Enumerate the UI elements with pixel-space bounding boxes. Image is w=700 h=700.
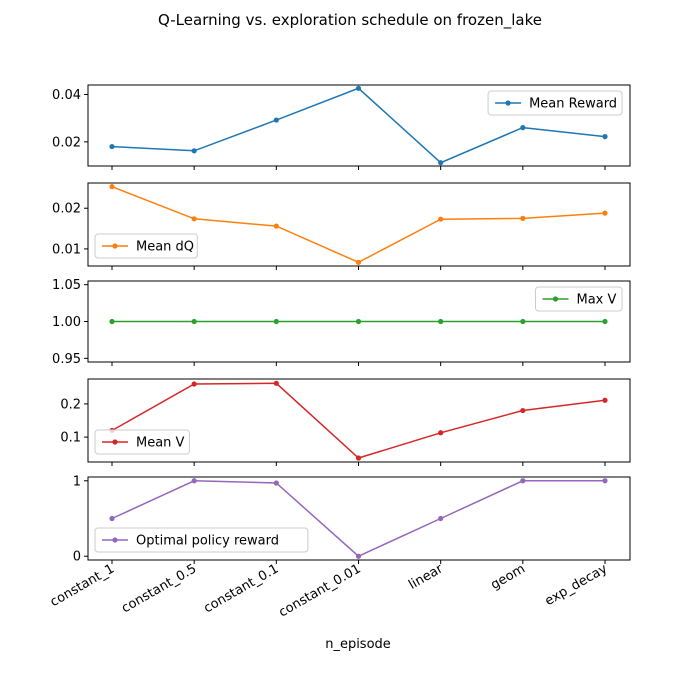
legend-label: Mean Reward <box>529 97 617 112</box>
data-point <box>602 478 608 484</box>
legend-label: Max V <box>577 293 617 308</box>
data-point <box>520 215 526 221</box>
legend-marker <box>112 439 118 445</box>
legend-box <box>487 90 623 116</box>
data-point <box>109 143 115 150</box>
data-point <box>520 407 526 414</box>
x-tick-label: constant_0.01 <box>276 561 363 620</box>
subplots: 0.02 0.04 Mean Reward 0.01 0.02 Mean dQ 0.95 1.… <box>52 84 631 565</box>
data-point <box>273 117 279 123</box>
data-point <box>355 318 362 325</box>
data-point <box>520 125 526 131</box>
y-tick-label: 0.01 <box>52 242 81 257</box>
x-tick-label: constant_1 <box>48 561 117 610</box>
subplot-3: 0.95 1.00 1.05 Max V <box>52 278 631 367</box>
legend-marker <box>505 100 511 106</box>
legend: Mean dQ <box>94 233 198 259</box>
data-point <box>602 397 608 403</box>
y-tick-label: 0.02 <box>52 202 81 217</box>
legend-box <box>94 233 198 259</box>
legend-label: Mean dQ <box>136 240 194 255</box>
legend: Optimal policy reward <box>94 527 309 553</box>
data-point <box>602 134 608 140</box>
subplot-1: 0.02 0.04 Mean Reward <box>52 84 631 170</box>
x-tick-label: geom <box>488 561 527 592</box>
data-point <box>273 318 279 325</box>
y-tick-label: 1.05 <box>52 278 81 293</box>
data-point <box>191 148 197 154</box>
data-point <box>191 318 197 325</box>
y-tick-label: 0.1 <box>60 431 81 446</box>
data-point <box>520 478 526 484</box>
data-point <box>109 515 115 522</box>
data-point <box>273 480 279 486</box>
x-axis-label: n_episode <box>325 637 391 652</box>
legend-box <box>535 286 623 312</box>
data-point <box>602 210 608 216</box>
legend-marker <box>112 243 118 249</box>
legend-label: Mean V <box>136 436 185 451</box>
data-point <box>273 380 279 386</box>
legend-label: Optimal policy reward <box>136 534 279 549</box>
x-tick-labels: constant_1 constant_0.5 constant_0.1consta… <box>48 561 611 620</box>
x-tick-label: exp_decay <box>543 561 611 609</box>
y-tick-label: 0 <box>73 550 81 565</box>
y-tick-label: 0.04 <box>52 88 81 103</box>
x-tick-label: linear <box>406 561 446 593</box>
legend: Mean V <box>94 429 190 455</box>
x-tick-label: constant_0.5 <box>119 561 199 616</box>
x-tick-label: constant_0.1 <box>201 561 281 616</box>
legend: Max V <box>535 286 623 312</box>
data-point <box>355 85 362 91</box>
legend: Mean Reward <box>487 90 623 116</box>
data-point <box>355 455 362 461</box>
subplot-2: 0.01 0.02 Mean dQ <box>52 182 631 270</box>
legend-box <box>94 527 309 553</box>
y-tick-label: 1.00 <box>52 315 81 330</box>
data-point <box>109 184 115 190</box>
data-point <box>191 478 197 484</box>
data-point <box>602 318 608 325</box>
data-point <box>520 318 526 325</box>
legend-marker <box>112 537 118 543</box>
subplot-4: 0.1 0.2 Mean V <box>60 378 631 466</box>
data-point <box>438 160 444 166</box>
subplot-5: 0 1 Optimal policy reward <box>73 474 631 565</box>
y-tick-label: 0.2 <box>60 397 81 412</box>
y-tick-label: 0.02 <box>52 135 81 150</box>
data-point <box>438 515 444 522</box>
data-point <box>438 430 444 436</box>
y-tick-label: 1 <box>73 474 81 489</box>
figure-title: Q-Learning vs. exploration schedule on f… <box>158 11 542 30</box>
data-point <box>355 259 362 265</box>
data-point <box>438 318 444 325</box>
data-point <box>191 381 197 387</box>
legend-marker <box>552 296 559 302</box>
data-point <box>438 216 444 222</box>
legend-box <box>94 429 190 455</box>
data-point <box>191 216 197 222</box>
y-tick-label: 0.95 <box>52 352 81 367</box>
data-point <box>273 223 279 229</box>
data-point <box>355 553 362 559</box>
data-point <box>109 318 115 325</box>
